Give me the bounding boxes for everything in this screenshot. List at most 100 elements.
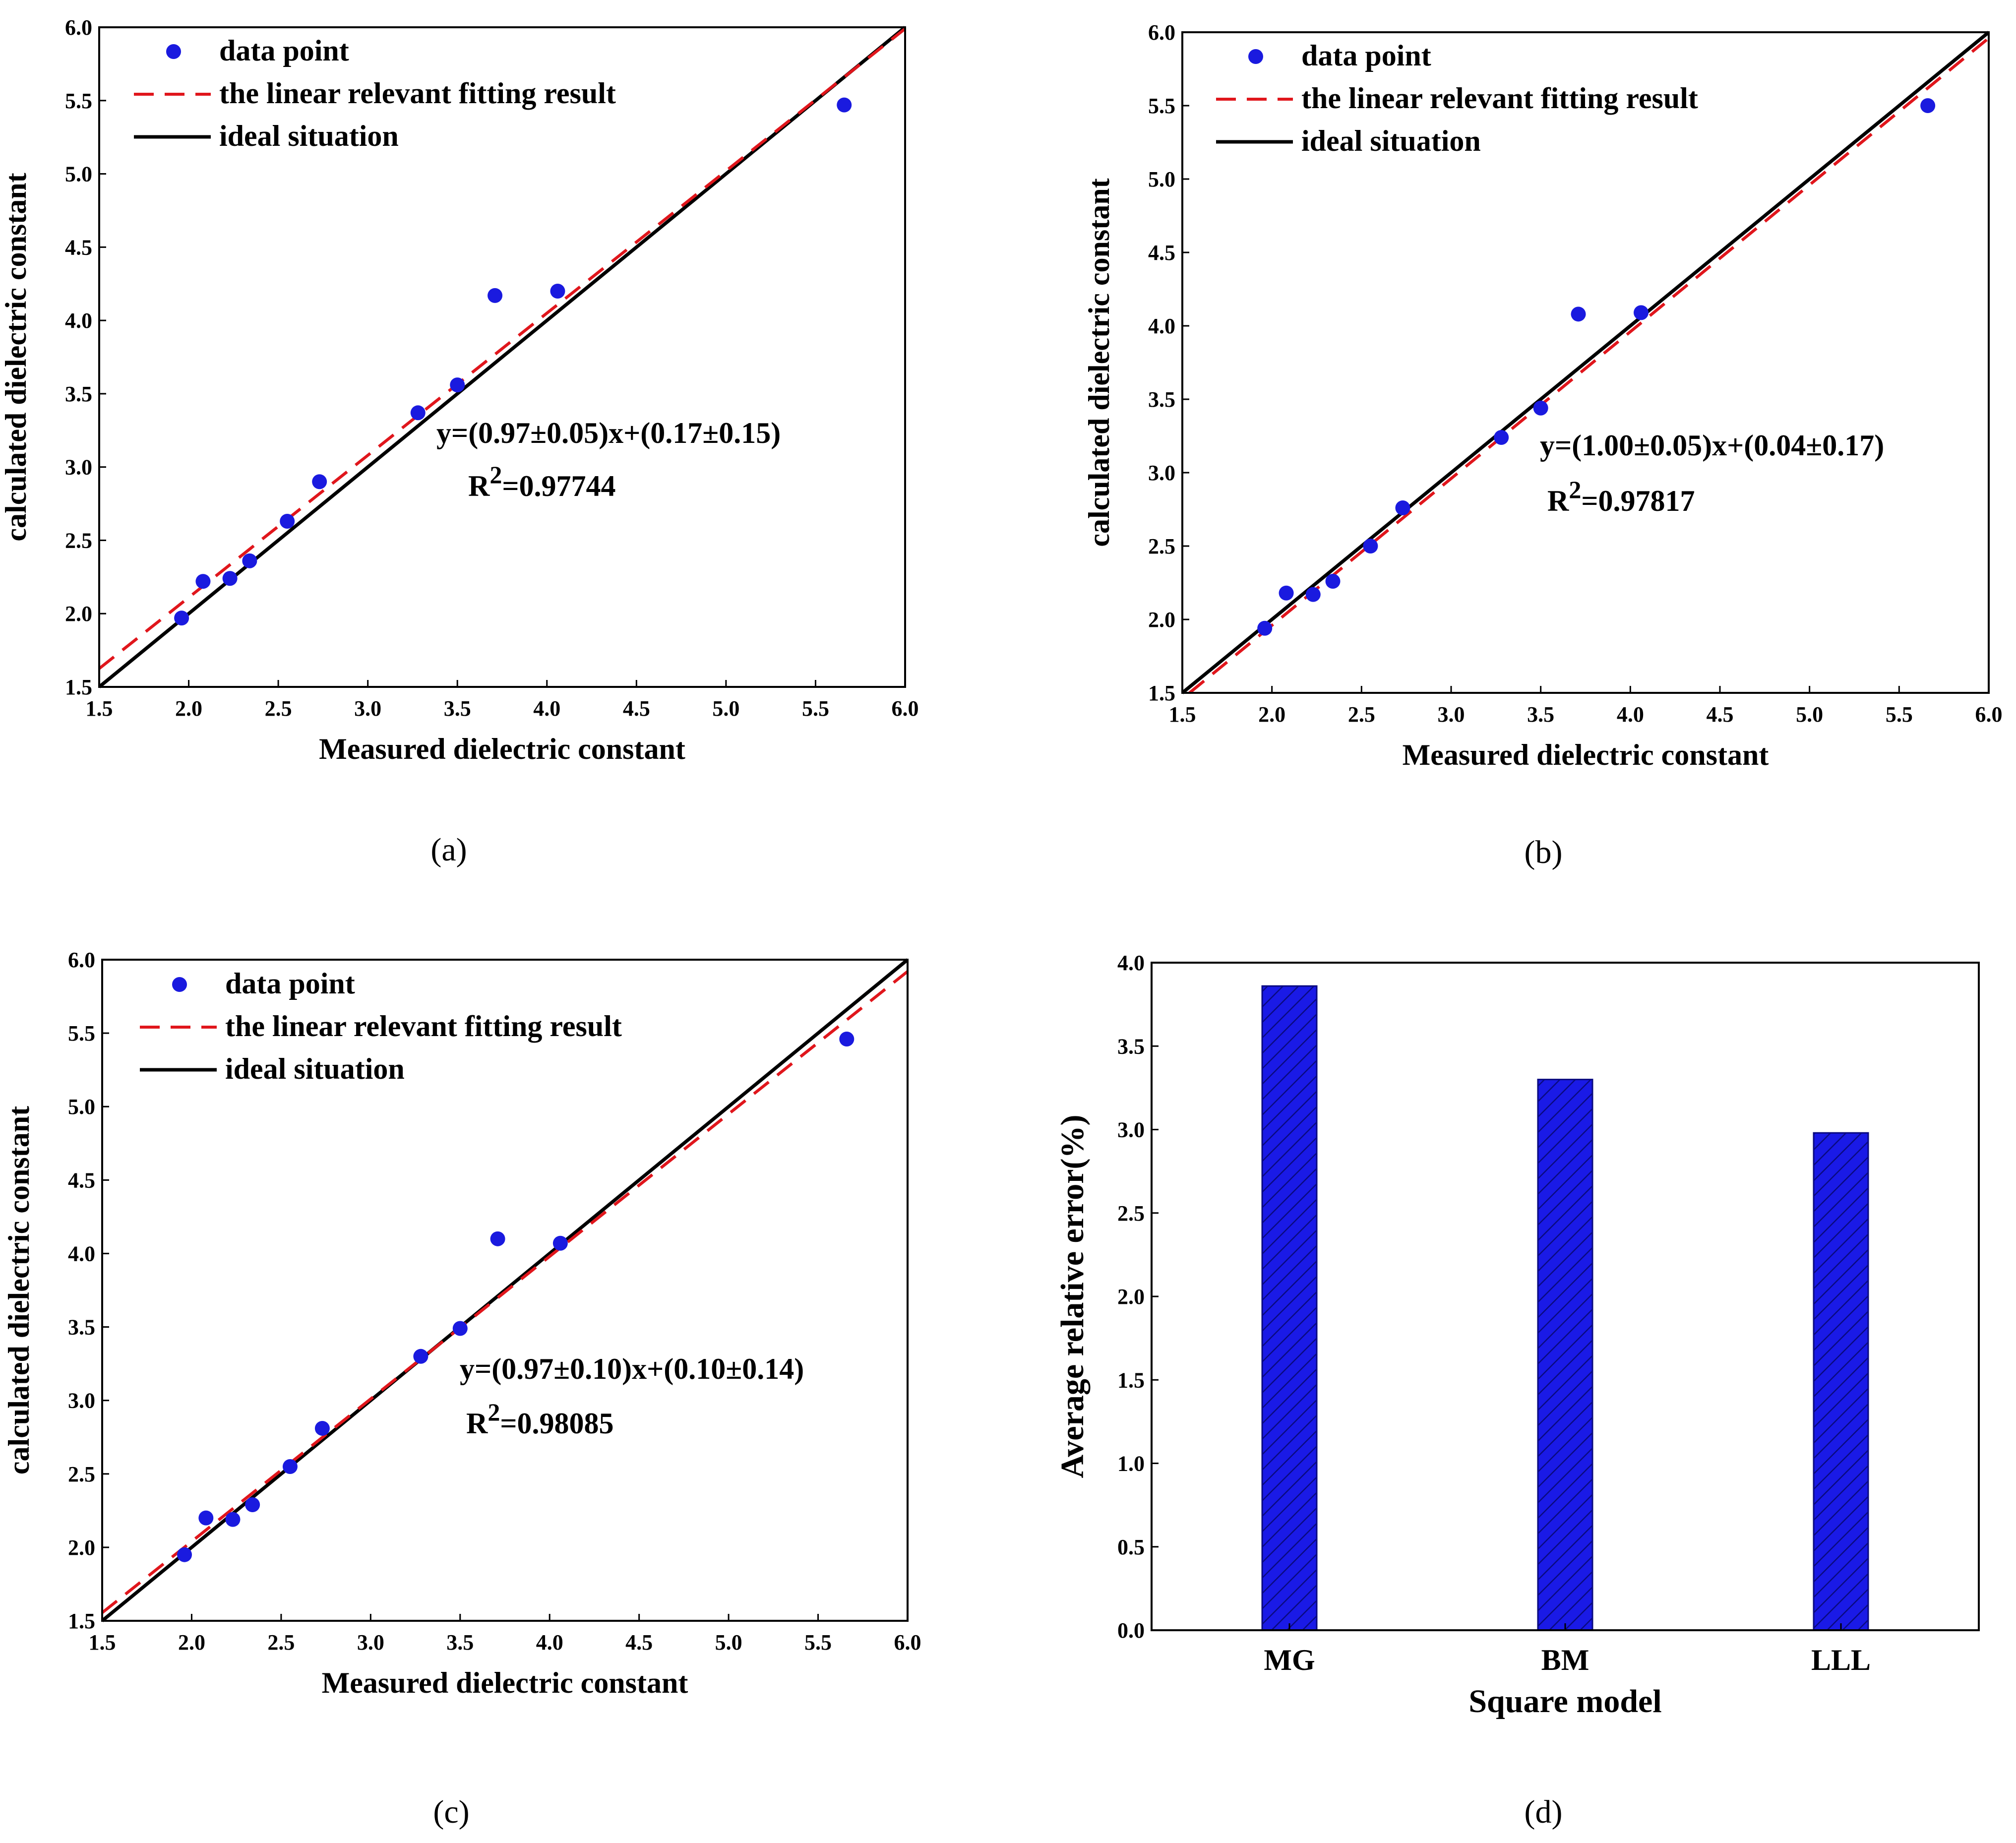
r-squared-value: =0.98085 (500, 1407, 613, 1440)
data-point (1279, 585, 1294, 601)
x-tick-label: 5.5 (1886, 702, 1913, 727)
data-point (314, 1420, 330, 1436)
legend-fit-line-label: the linear relevant fitting result (225, 1010, 622, 1043)
x-tick-label: 4.0 (1617, 702, 1644, 727)
y-axis-label: calculated dielectric constant (0, 173, 32, 541)
data-point (552, 1235, 568, 1251)
data-point (839, 1031, 855, 1046)
y-tick-label: 5.5 (1148, 94, 1175, 118)
fit-equation-part: y=( (436, 417, 478, 449)
panel-a: 1.5 2.0 2.5 3.0 3.5 4.0 4.5 5.0 5.5 6.0 1.5 2.0 2.5 3… (0, 15, 919, 868)
legend-data-point-marker (1248, 49, 1263, 64)
data-point (242, 553, 257, 568)
data-point (1305, 587, 1321, 602)
y-tick-label: 2.5 (1148, 534, 1175, 558)
fit-equation: y=(0.97±0.05)x+(0.17±0.15) (436, 417, 781, 449)
x-tick-label: 5.0 (712, 696, 739, 721)
r-squared: R2=0.97817 (1547, 476, 1695, 517)
y-tick-label: 0.5 (1117, 1535, 1145, 1559)
fit-equation-part: ) (771, 417, 781, 449)
data-point (225, 1512, 241, 1527)
x-axis-label: Measured dielectric constant (1403, 738, 1769, 771)
x-tick-label: 6.0 (894, 1630, 921, 1655)
x-tick-label: 5.0 (715, 1630, 742, 1655)
y-tick-label: 5.0 (65, 162, 92, 186)
x-tick-label: 1.5 (89, 1630, 116, 1655)
linear-fit-line (101, 970, 909, 1614)
y-tick-label: 2.5 (65, 528, 92, 553)
x-category-label: BM (1541, 1644, 1589, 1676)
y-tick-label: 3.0 (68, 1389, 95, 1413)
y-tick-label: 2.5 (68, 1462, 95, 1486)
plot-frame (1181, 31, 1990, 694)
legend-data-point-marker (172, 977, 187, 992)
data-point (410, 405, 426, 421)
r-squared-superscript: 2 (488, 1398, 500, 1426)
r-squared-value: =0.97817 (1581, 485, 1695, 517)
data-point (195, 574, 211, 589)
data-point (245, 1497, 260, 1512)
data-point (1920, 98, 1936, 113)
y-tick-label: 1.0 (1117, 1452, 1145, 1476)
x-tick-label: 5.5 (804, 1630, 832, 1655)
y-tick-label: 6.0 (68, 948, 95, 972)
data-point (837, 97, 852, 113)
y-tick-label: 4.0 (1117, 951, 1145, 975)
legend: data point the linear relevant fitting re… (140, 967, 622, 1085)
x-tick-label: 2.0 (178, 1630, 205, 1655)
data-point (1634, 305, 1649, 320)
data-point (312, 474, 327, 490)
y-axis-label: Average relative error(%) (1054, 1115, 1091, 1478)
y-tick-label: 2.0 (68, 1536, 95, 1560)
x-axis-label: Square model (1468, 1683, 1661, 1720)
data-point (1395, 500, 1410, 516)
x-tick-label: 3.0 (1438, 702, 1465, 727)
x-tick-label: 3.0 (354, 696, 381, 721)
panel-label: (c) (433, 1794, 469, 1830)
y-tick-label: 2.5 (1117, 1201, 1145, 1226)
fit-equation-part: )x+( (1702, 429, 1754, 462)
x-axis-label: Measured dielectric constant (319, 733, 685, 765)
legend: data point the linear relevant fitting re… (1216, 39, 1698, 157)
y-tick-label: 5.0 (68, 1095, 95, 1119)
x-tick-label: 3.5 (1527, 702, 1554, 727)
y-tick-label: 4.0 (68, 1241, 95, 1266)
x-tick-label: 2.0 (1258, 702, 1285, 727)
x-tick-label: 2.5 (265, 696, 292, 721)
x-tick-label: 1.5 (1169, 702, 1196, 727)
x-tick-label: 6.0 (1975, 702, 2003, 727)
x-tick-label: 6.0 (892, 696, 919, 721)
fit-equation-part: 1.00±0.05 (1582, 429, 1702, 462)
r-squared-base: R (1547, 485, 1569, 517)
x-tick-label: 4.5 (625, 1630, 653, 1655)
fit-equation-part: 0.97±0.10 (501, 1352, 622, 1385)
fit-equation-part: )x+( (599, 417, 650, 449)
legend-data-point-label: data point (225, 967, 355, 1000)
data-point (280, 514, 295, 529)
x-tick-label: 1.5 (86, 696, 113, 721)
x-tick-label: 2.5 (1348, 702, 1375, 727)
y-tick-label: 2.0 (65, 602, 92, 626)
fit-equation-part: 0.17±0.15 (650, 417, 771, 449)
r-squared-base: R (466, 1407, 488, 1440)
y-tick-label: 2.0 (1148, 608, 1175, 632)
data-point (1533, 400, 1548, 416)
y-tick-label: 4.5 (1148, 241, 1175, 265)
x-tick-label: 3.5 (444, 696, 471, 721)
legend-fit-line-label: the linear relevant fitting result (219, 77, 616, 110)
x-tick-label: 3.0 (357, 1630, 384, 1655)
x-category-label: MG (1264, 1644, 1315, 1676)
data-point (490, 1231, 505, 1246)
data-point (177, 1547, 192, 1562)
data-point (1494, 430, 1509, 445)
r-squared: R2=0.98085 (466, 1398, 614, 1440)
bar-lll (1813, 1132, 1869, 1631)
y-tick-label: 3.0 (1148, 461, 1175, 485)
x-tick-label: 4.5 (1707, 702, 1734, 727)
panel-b: 1.5 2.0 2.5 3.0 3.5 4.0 4.5 5.0 5.5 6.0 1.5 2.0 2.5 3… (1083, 20, 2003, 870)
fit-equation: y=(0.97±0.10)x+(0.10±0.14) (460, 1352, 804, 1385)
data-point (550, 284, 565, 299)
legend-ideal-line-label: ideal situation (225, 1052, 405, 1085)
plot-frame (98, 26, 906, 688)
